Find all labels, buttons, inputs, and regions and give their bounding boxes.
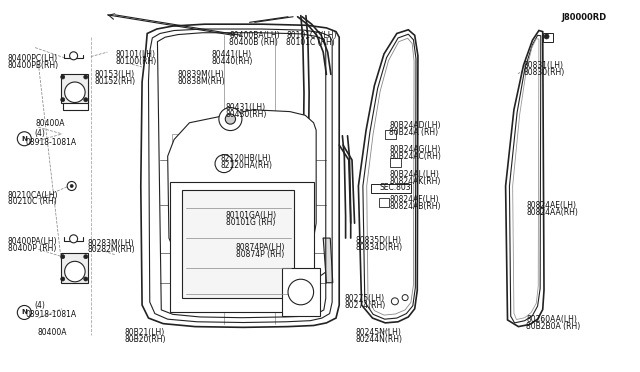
Bar xyxy=(543,33,553,42)
Text: 80838M(RH): 80838M(RH) xyxy=(178,77,226,86)
Text: 80210CA(LH): 80210CA(LH) xyxy=(8,191,58,200)
Text: 80430(RH): 80430(RH) xyxy=(226,110,268,119)
Text: (4): (4) xyxy=(34,129,45,138)
FancyBboxPatch shape xyxy=(63,80,88,110)
Text: N: N xyxy=(21,310,28,315)
Circle shape xyxy=(544,34,549,39)
Bar xyxy=(170,182,314,312)
Text: 80400B (RH): 80400B (RH) xyxy=(229,38,278,46)
Text: 80400BA(LH): 80400BA(LH) xyxy=(229,31,280,40)
Polygon shape xyxy=(141,24,339,327)
Text: 80431(LH): 80431(LH) xyxy=(226,103,266,112)
Text: 80400A: 80400A xyxy=(35,119,65,128)
Text: 80824AB(RH): 80824AB(RH) xyxy=(389,202,440,211)
Text: SEC.803: SEC.803 xyxy=(380,183,411,192)
Text: 80B24AD(LH): 80B24AD(LH) xyxy=(389,121,440,130)
Text: 08918-1081A: 08918-1081A xyxy=(26,310,77,319)
Polygon shape xyxy=(358,30,418,323)
Text: 08918-1081A: 08918-1081A xyxy=(26,138,77,147)
Circle shape xyxy=(225,114,236,124)
Circle shape xyxy=(61,255,65,259)
Polygon shape xyxy=(168,110,316,251)
Circle shape xyxy=(67,182,76,190)
Text: 80400A: 80400A xyxy=(37,328,67,337)
Circle shape xyxy=(70,185,73,187)
Text: 80400P (RH): 80400P (RH) xyxy=(8,244,56,253)
Bar xyxy=(61,253,88,283)
Text: 80824AF(LH): 80824AF(LH) xyxy=(389,195,439,204)
Circle shape xyxy=(17,305,31,320)
Text: 80830(RH): 80830(RH) xyxy=(524,68,564,77)
Text: 80B24A (RH): 80B24A (RH) xyxy=(389,128,438,137)
Text: 80153(LH): 80153(LH) xyxy=(95,70,135,79)
Text: J80000RD: J80000RD xyxy=(562,13,607,22)
Text: 80B20(RH): 80B20(RH) xyxy=(125,335,166,344)
Text: 80260AA(LH): 80260AA(LH) xyxy=(526,315,577,324)
Circle shape xyxy=(17,132,31,146)
Circle shape xyxy=(215,155,233,173)
Text: 80101(LH): 80101(LH) xyxy=(115,50,155,59)
Circle shape xyxy=(402,295,408,301)
Circle shape xyxy=(84,75,88,79)
Text: 80440(RH): 80440(RH) xyxy=(211,57,253,66)
Text: N: N xyxy=(21,136,28,142)
Text: 80824AA(RH): 80824AA(RH) xyxy=(526,208,578,217)
Circle shape xyxy=(219,108,242,131)
Circle shape xyxy=(84,98,88,102)
Text: 80152(RH): 80152(RH) xyxy=(95,77,136,86)
Text: 80101GA(LH): 80101GA(LH) xyxy=(226,211,277,220)
Text: 80874PA(LH): 80874PA(LH) xyxy=(236,243,285,252)
Circle shape xyxy=(65,82,85,103)
Text: 80441(LH): 80441(LH) xyxy=(211,50,252,59)
Circle shape xyxy=(61,277,65,281)
Polygon shape xyxy=(323,238,333,283)
Polygon shape xyxy=(506,31,544,327)
Circle shape xyxy=(288,279,314,305)
Text: 82120HA(RH): 82120HA(RH) xyxy=(221,161,273,170)
Text: 80B24AC(RH): 80B24AC(RH) xyxy=(389,152,441,161)
Text: 80210C (RH): 80210C (RH) xyxy=(8,198,56,206)
Text: 80B2B0A (RH): 80B2B0A (RH) xyxy=(526,322,580,331)
Text: (4): (4) xyxy=(34,301,45,310)
Text: 80245N(LH): 80245N(LH) xyxy=(355,328,401,337)
Text: 80B21(LH): 80B21(LH) xyxy=(125,328,165,337)
Text: 80824AK(RH): 80824AK(RH) xyxy=(389,177,440,186)
Text: 80400PC(LH): 80400PC(LH) xyxy=(8,54,58,63)
Text: 80100(RH): 80100(RH) xyxy=(115,57,156,66)
Bar xyxy=(371,184,411,193)
Text: 80400PA(LH): 80400PA(LH) xyxy=(8,237,58,246)
Text: 80835D(LH): 80835D(LH) xyxy=(356,236,402,245)
Text: 80274(RH): 80274(RH) xyxy=(344,301,385,310)
Circle shape xyxy=(392,298,398,305)
Text: 80400PB(RH): 80400PB(RH) xyxy=(8,61,59,70)
Text: 80839M(LH): 80839M(LH) xyxy=(178,70,225,79)
Text: 80B24AL(LH): 80B24AL(LH) xyxy=(389,170,439,179)
Circle shape xyxy=(84,277,88,281)
Bar xyxy=(182,190,294,298)
Bar xyxy=(379,198,389,207)
Circle shape xyxy=(61,98,65,102)
Text: 80282M(RH): 80282M(RH) xyxy=(88,246,135,254)
Bar xyxy=(385,130,396,139)
Text: 80101CC(LH): 80101CC(LH) xyxy=(286,31,337,40)
Circle shape xyxy=(70,52,77,60)
Text: 80B24AG(LH): 80B24AG(LH) xyxy=(389,145,440,154)
Text: 80101G (RH): 80101G (RH) xyxy=(226,218,275,227)
Text: 80244N(RH): 80244N(RH) xyxy=(355,335,402,344)
Circle shape xyxy=(84,255,88,259)
Text: 80834D(RH): 80834D(RH) xyxy=(356,243,403,252)
Text: 80101C (RH): 80101C (RH) xyxy=(286,38,335,46)
Text: 80824AE(LH): 80824AE(LH) xyxy=(526,201,576,210)
Text: 80275(LH): 80275(LH) xyxy=(344,294,385,303)
Text: 80874P (RH): 80874P (RH) xyxy=(236,250,284,259)
Circle shape xyxy=(65,261,85,282)
Bar xyxy=(390,158,401,167)
Circle shape xyxy=(61,75,65,79)
Text: 80283M(LH): 80283M(LH) xyxy=(88,239,134,248)
Bar xyxy=(61,74,88,103)
Text: 80831(LH): 80831(LH) xyxy=(524,61,564,70)
Circle shape xyxy=(70,235,77,243)
Text: 82120HB(LH): 82120HB(LH) xyxy=(221,154,271,163)
Bar xyxy=(282,268,320,316)
